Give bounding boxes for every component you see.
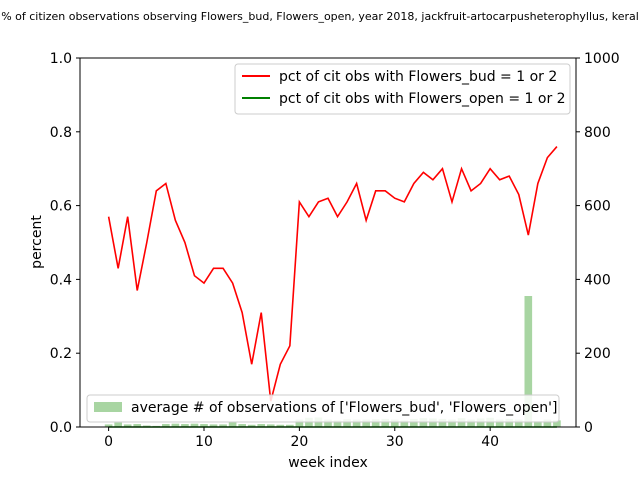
y-axis-left: 0.0 0.2 0.4 0.6 0.8 1.0: [50, 51, 80, 436]
y2-tick-label: 1000: [584, 51, 620, 67]
x-axis: 0 10 20 30 40: [104, 427, 499, 450]
y-axis-label: percent: [29, 215, 45, 269]
observation-bar: [228, 422, 237, 427]
observation-bar: [286, 424, 294, 427]
observation-bar: [247, 424, 256, 427]
x-axis-label: week index: [288, 455, 368, 471]
observation-bar: [114, 422, 122, 427]
observation-bar: [419, 418, 428, 427]
chart-title: % of citizen observations observing Flow…: [1, 10, 639, 23]
observation-bar: [410, 418, 418, 427]
observation-bar: [495, 419, 504, 427]
observation-bar: [104, 424, 113, 427]
x-tick-label: 10: [195, 434, 213, 450]
observation-bar: [371, 419, 380, 427]
x-tick-label: 20: [290, 434, 308, 450]
observation-bar: [209, 424, 218, 427]
observation-bar: [200, 424, 208, 427]
y2-tick-label: 800: [584, 125, 611, 141]
observation-bar: [352, 419, 361, 427]
legend-label-flowers-bud: pct of cit obs with Flowers_bud = 1 or 2: [279, 69, 557, 85]
x-tick-label: 30: [386, 434, 404, 450]
y-tick-label: 0.6: [50, 199, 72, 215]
y-tick-label: 0.4: [50, 272, 72, 288]
y-tick-label: 0.8: [50, 125, 72, 141]
observation-bar: [467, 419, 475, 427]
observation-bar: [343, 419, 351, 427]
observation-bar: [505, 418, 514, 427]
observation-bar: [381, 418, 390, 427]
observation-bar: [543, 419, 552, 427]
series-lines: [107, 146, 558, 428]
observation-bar: [238, 424, 246, 427]
observation-bar: [123, 424, 132, 427]
y-tick-label: 1.0: [50, 51, 72, 67]
bar-legend: average # of observations of ['Flowers_b…: [86, 394, 560, 423]
observation-bar: [457, 418, 466, 427]
observation-bar: [276, 424, 285, 427]
observation-bar: [534, 421, 542, 427]
observation-bar: [257, 424, 266, 427]
observation-bar: [476, 418, 485, 427]
observation-bar: [553, 420, 561, 427]
y-tick-label: 0.2: [50, 346, 72, 362]
line-legend: pct of cit obs with Flowers_bud = 1 or 2…: [234, 63, 571, 115]
legend-swatch-observations: [94, 402, 122, 412]
legend-label-flowers-open: pct of cit obs with Flowers_open = 1 or …: [279, 91, 566, 107]
observation-bar: [324, 419, 332, 427]
x-tick-label: 40: [481, 434, 499, 450]
legend-label-observations: average # of observations of ['Flowers_b…: [131, 400, 557, 416]
y-axis-right: 0 200 400 600 800 1000: [576, 51, 620, 436]
observation-bar: [219, 424, 227, 427]
observation-bar: [171, 423, 180, 427]
observation-bar: [133, 424, 142, 427]
observation-bar: [362, 419, 370, 427]
observation-bar: [448, 419, 456, 427]
observation-bar: [438, 418, 447, 427]
line-legend-box: [234, 63, 571, 115]
observation-bar: [266, 424, 275, 427]
observation-bar: [514, 419, 523, 427]
x-tick-label: 0: [104, 434, 113, 450]
plot-frame: [79, 57, 577, 428]
y2-tick-label: 0: [584, 420, 593, 436]
observation-bar: [162, 424, 170, 427]
observation-bar: [429, 418, 437, 427]
bar-legend-box: [86, 394, 560, 423]
observation-bar: [333, 420, 342, 427]
observation-bar: [295, 419, 304, 427]
observation-bar: [181, 424, 189, 427]
series-line-0: [107, 146, 558, 402]
y2-tick-label: 200: [584, 346, 611, 362]
observation-bar: [190, 423, 199, 427]
y-tick-label: 0.0: [50, 420, 72, 436]
observation-bar: [524, 296, 533, 427]
observation-bar: [400, 420, 409, 427]
y2-tick-label: 400: [584, 272, 611, 288]
y2-tick-label: 600: [584, 199, 611, 215]
observation-bar: [390, 419, 399, 427]
